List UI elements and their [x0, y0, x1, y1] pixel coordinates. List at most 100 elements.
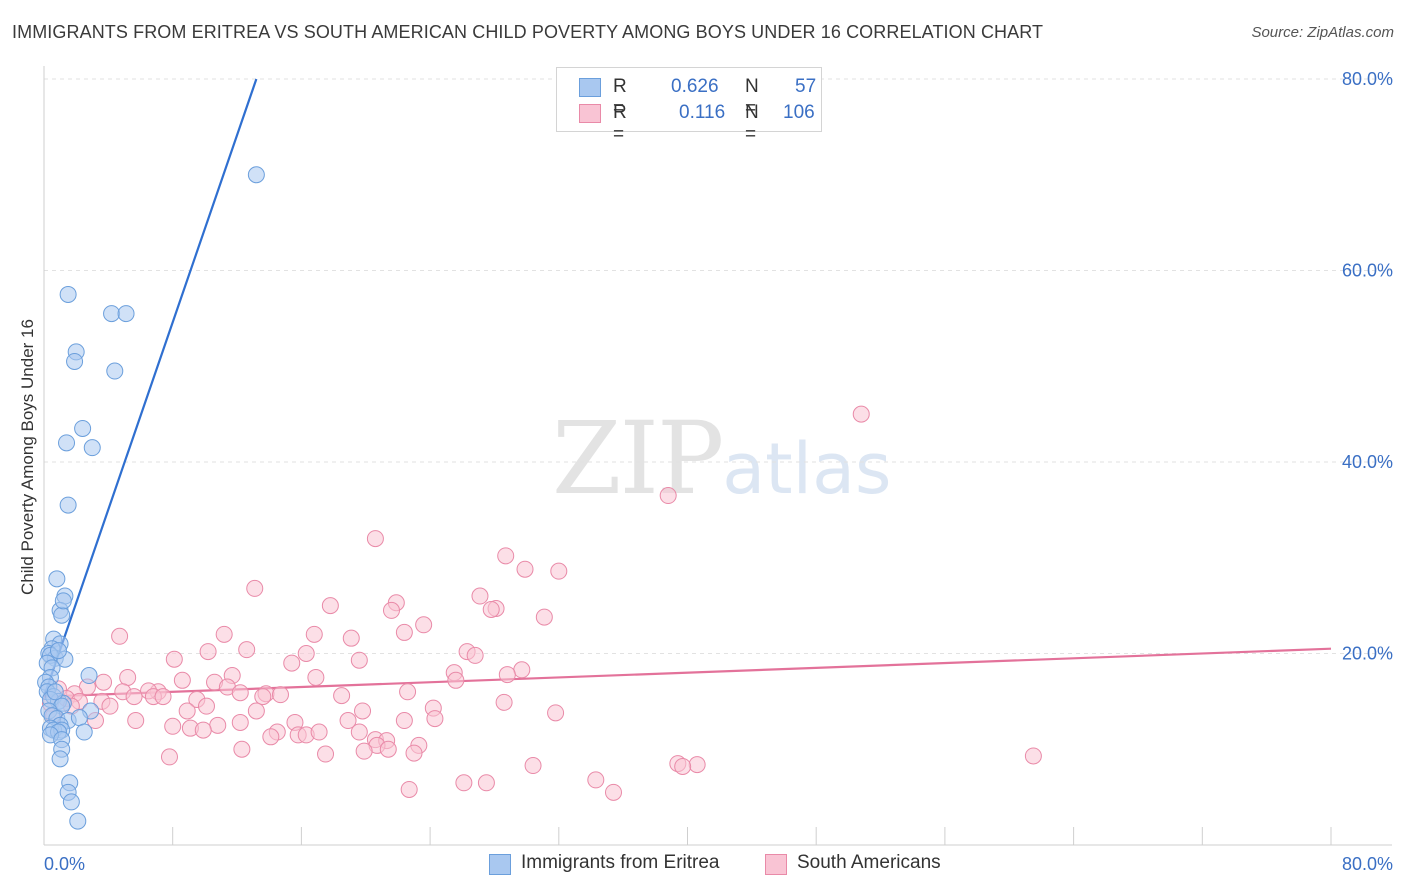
data-point-south-americans: [455, 774, 473, 792]
data-point-south-americans: [178, 702, 196, 720]
data-point-south-americans: [297, 645, 315, 662]
trend-line-eritrea: [42, 78, 258, 697]
data-point-south-americans: [547, 704, 565, 722]
data-point-south-americans: [1024, 747, 1042, 765]
data-point-south-americans: [471, 587, 489, 605]
data-point-south-americans: [164, 717, 182, 735]
chart-title: IMMIGRANTS FROM ERITREA VS SOUTH AMERICA…: [12, 22, 1044, 42]
data-point-south-americans: [215, 625, 233, 643]
legend-r-value: 0.116: [679, 102, 726, 123]
data-point-eritrea: [106, 362, 124, 380]
data-point-south-americans: [125, 688, 143, 706]
data-point-south-americans: [466, 646, 484, 664]
data-point-south-americans: [283, 654, 301, 672]
legend-n-value: 106: [783, 102, 815, 123]
data-point-south-americans: [119, 668, 137, 686]
data-point-south-americans: [231, 684, 249, 702]
data-point-south-americans: [355, 742, 373, 760]
data-point-eritrea: [54, 592, 72, 610]
legend-r-label: R =: [613, 102, 627, 145]
data-point-south-americans: [310, 723, 328, 741]
legend-n-label: N =: [745, 102, 759, 145]
data-point-south-americans: [350, 651, 368, 669]
data-point-south-americans: [231, 713, 249, 731]
trend-line-south-americans: [43, 647, 1332, 698]
data-point-south-americans: [197, 697, 215, 715]
data-point-south-americans: [366, 530, 384, 548]
data-points: [37, 166, 1042, 830]
data-point-eritrea: [53, 606, 71, 624]
data-point-south-americans: [659, 487, 677, 505]
data-point-south-americans: [495, 693, 513, 711]
data-point-south-americans: [395, 712, 413, 730]
legend-swatch-south-americans: [579, 104, 601, 123]
data-point-eritrea: [70, 709, 88, 727]
gridlines: [44, 78, 1392, 654]
legend-n-value: 57: [795, 76, 817, 97]
data-point-south-americans: [497, 547, 515, 565]
data-point-south-americans: [247, 702, 265, 720]
data-point-south-americans: [535, 608, 553, 626]
data-point-eritrea: [49, 642, 67, 660]
data-point-eritrea: [80, 667, 98, 685]
source-label: Source: ZipAtlas.com: [1251, 24, 1394, 41]
data-point-eritrea: [75, 723, 93, 741]
legend-r-value: 0.626: [671, 76, 719, 97]
data-point-eritrea: [117, 305, 135, 323]
data-point-south-americans: [127, 712, 145, 730]
data-point-south-americans: [317, 745, 335, 763]
y-axis-label: Child Poverty Among Boys Under 16: [18, 319, 37, 595]
bottom-legend-label: South Americans: [797, 852, 941, 873]
data-point-south-americans: [516, 560, 534, 578]
data-point-south-americans: [550, 562, 568, 580]
watermark: ZIPatlas: [552, 400, 891, 517]
data-point-south-americans: [333, 687, 351, 705]
trend-lines: [42, 78, 1332, 698]
bottom-legend-label: Immigrants from Eritrea: [521, 852, 720, 873]
y-tick-label: 80.0%: [1342, 69, 1393, 89]
data-point-south-americans: [400, 780, 418, 798]
data-point-south-americans: [262, 728, 280, 746]
data-point-south-americans: [254, 688, 272, 706]
data-point-south-americans: [101, 697, 119, 715]
data-point-south-americans: [173, 671, 191, 689]
data-point-south-americans: [447, 671, 465, 689]
data-point-eritrea: [247, 166, 265, 184]
y-tick-label: 60.0%: [1342, 261, 1393, 281]
x-tick-label: 0.0%: [44, 854, 85, 874]
y-tick-label: 40.0%: [1342, 452, 1393, 472]
correlation-legend: R = 0.626 N = 57 R = 0.116 N = 106: [556, 67, 822, 145]
data-point-south-americans: [587, 771, 605, 789]
data-point-south-americans: [199, 643, 217, 661]
y-tick-label: 20.0%: [1342, 644, 1393, 664]
data-point-south-americans: [524, 757, 542, 775]
data-point-eritrea: [51, 750, 69, 768]
data-point-eritrea: [59, 496, 77, 514]
data-point-south-americans: [379, 740, 397, 758]
bottom-legend-swatch-eritrea: [489, 854, 511, 875]
data-point-south-americans: [238, 641, 256, 659]
data-point-south-americans: [154, 688, 172, 706]
watermark-atlas: atlas: [722, 428, 892, 510]
data-point-south-americans: [305, 625, 323, 643]
data-point-south-americans: [246, 579, 264, 597]
data-point-south-americans: [194, 721, 212, 739]
data-point-south-americans: [382, 601, 400, 619]
data-point-south-americans: [674, 757, 692, 775]
data-point-south-americans: [233, 740, 251, 758]
data-point-south-americans: [321, 597, 339, 615]
data-point-south-americans: [426, 710, 444, 728]
legend-swatch-eritrea: [579, 78, 601, 97]
data-point-south-americans: [604, 783, 622, 801]
data-point-eritrea: [103, 305, 121, 323]
data-point-eritrea: [62, 793, 80, 811]
data-point-south-americans: [350, 723, 368, 741]
data-point-eritrea: [58, 434, 76, 452]
data-point-south-americans: [95, 673, 113, 691]
bottom-legend-swatch-south-americans: [765, 854, 787, 875]
data-point-eritrea: [59, 285, 77, 303]
data-point-eritrea: [74, 419, 92, 437]
data-point-south-americans: [209, 716, 227, 734]
data-point-eritrea: [69, 812, 87, 830]
